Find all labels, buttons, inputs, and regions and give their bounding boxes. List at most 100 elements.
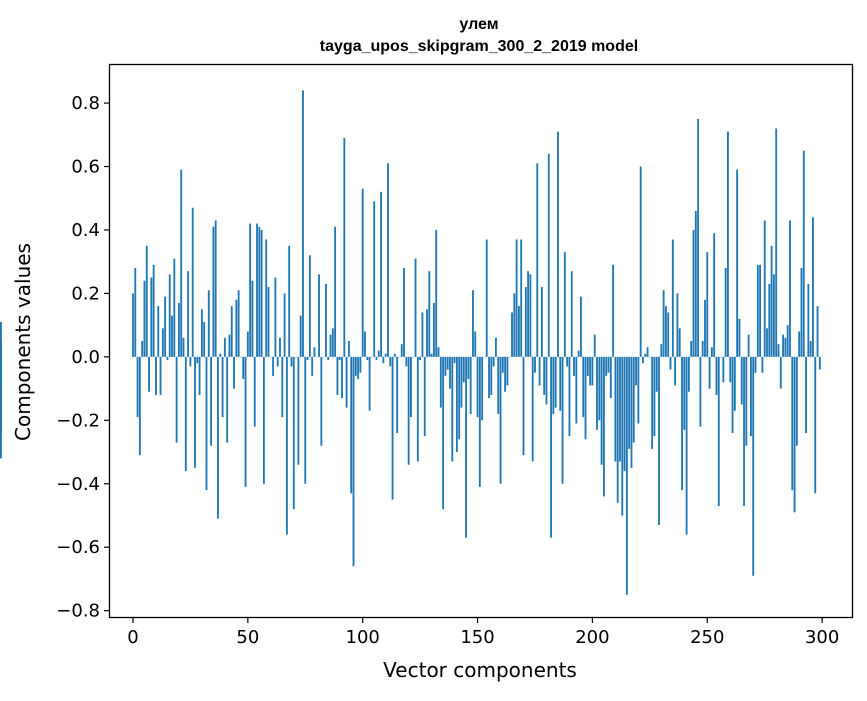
x-tick-label: 50 [236,627,259,648]
bar-component-275 [764,220,766,356]
bar-component-137 [447,357,449,370]
bar-component-84 [325,284,327,357]
bar-component-128 [426,309,428,357]
bar-component-48 [242,357,244,379]
bar-component-18 [173,259,175,357]
bar-component-245 [695,211,697,357]
bar-component-156 [490,357,492,395]
bar-component-273 [759,265,761,357]
bar-component-77 [309,255,311,357]
bar-component-292 [803,151,805,357]
bar-component-208 [610,357,612,398]
bar-component-82 [320,357,322,446]
y-tick-label: 0.8 [71,93,100,114]
y-tick-label: 0.0 [71,347,100,368]
y-tick-label: −0.4 [56,474,100,495]
bar-component-113 [392,357,394,500]
bar-component-162 [504,357,506,392]
bar-component-143 [461,357,463,408]
bar-component-15 [167,357,169,360]
bar-component-291 [801,268,803,357]
bar-component-198 [587,357,589,376]
bar-component-44 [233,357,235,389]
bar-component-282 [780,357,782,389]
bar-component-274 [761,357,763,373]
bar-component-296 [812,217,814,357]
bar-component-35 [212,227,214,357]
bar-component-25 [189,357,191,367]
bar-component-224 [647,347,649,357]
bar-component-70 [293,357,295,509]
bar-component-87 [332,328,334,357]
bar-component-266 [743,357,745,506]
bar-component-222 [642,357,644,363]
bar-component-158 [495,338,497,357]
y-tick-label: 0.2 [71,283,100,304]
bar-component-220 [637,357,639,424]
bar-component-3 [139,357,141,455]
bar-component-152 [481,357,483,420]
chart-subtitle: tayga_upos_skipgram_300_2_2019 model [320,38,638,55]
bar-component-118 [403,268,405,357]
bar-component-278 [771,246,773,357]
bar-component-279 [773,274,775,356]
bar-component-12 [160,357,162,395]
bar-component-232 [665,306,667,357]
bar-component-36 [215,220,217,356]
y-axis-label: Components values [11,243,35,441]
bar-component-281 [778,344,780,357]
bar-component-22 [183,338,185,357]
bar-component-243 [690,341,692,357]
bar-component-200 [592,357,594,386]
bar-component-197 [585,357,587,439]
bar-component-39 [222,357,224,417]
bar-component-276 [766,328,768,357]
bar-component-91 [341,357,343,398]
bar-component-233 [667,312,669,356]
bar-component-297 [814,357,816,493]
x-tick-label: 200 [575,627,609,648]
bar-component-85 [327,357,329,360]
bar-component-undefined [0,341,2,357]
bar-component-13 [162,328,164,357]
bar-component-169 [520,239,522,356]
bar-component-102 [366,357,368,360]
bar-component-228 [656,357,658,392]
bar-component-226 [651,357,653,449]
bar-component-101 [364,331,366,356]
bar-component-97 [355,357,357,376]
bar-component-175 [534,357,536,373]
bar-component-244 [693,230,695,357]
bar-component-127 [424,357,426,436]
bar-component-125 [419,357,421,360]
bar-component-217 [631,357,633,468]
bar-component-176 [536,163,538,357]
bar-component-149 [474,331,476,356]
bar-component-269 [750,357,752,436]
bar-component-undefined [0,357,2,386]
bar-component-271 [755,357,757,373]
bar-component-215 [626,357,628,595]
bar-component-109 [382,357,384,363]
bar-component-250 [706,252,708,357]
bar-component-56 [261,230,263,357]
bar-component-249 [704,300,706,357]
bar-component-112 [389,357,391,367]
bar-component-0 [132,293,134,356]
x-tick-label: 100 [346,627,380,648]
bar-component-216 [628,357,630,449]
bar-component-167 [516,239,518,356]
bar-component-133 [438,347,440,357]
bar-component-37 [217,357,219,519]
bar-component-180 [546,357,548,405]
bar-component-2 [137,357,139,417]
bar-component-53 [254,357,256,427]
bar-component-234 [670,357,672,370]
bar-component-251 [709,357,711,389]
bar-component-285 [787,325,789,357]
x-tick-label: 300 [805,627,839,648]
bar-component-191 [571,271,573,357]
bar-component-11 [157,306,159,357]
bar-component-212 [619,357,621,462]
bar-component-284 [784,338,786,357]
